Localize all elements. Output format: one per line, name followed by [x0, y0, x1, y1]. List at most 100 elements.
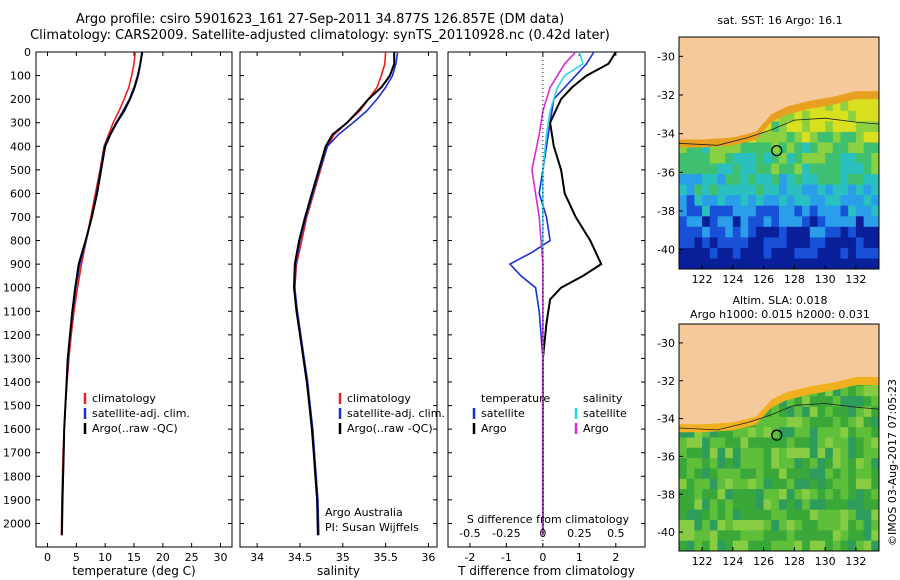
sla-map-cell	[725, 478, 734, 490]
sla-map-ytick-label: -30	[657, 337, 675, 350]
sla-map-cell	[832, 458, 842, 469]
sla-map-cell	[755, 540, 765, 551]
sla-map-cell	[809, 406, 819, 418]
sla-map-cell	[802, 499, 811, 511]
sst-map-cell	[809, 163, 819, 175]
temperature-legend-item-0: climatology	[92, 392, 156, 405]
sla-map-cell	[840, 406, 849, 418]
sst-map-cell	[679, 174, 688, 186]
sst-map-cell	[748, 247, 757, 259]
sla-map-cell	[855, 437, 865, 449]
temperature-ytick-label: 1300	[3, 352, 31, 365]
sla-map-cell	[702, 540, 711, 551]
sst-map-cell	[717, 258, 726, 269]
sst-map-cell	[702, 258, 711, 269]
sst-map-cell	[840, 110, 849, 122]
sst-map-cell	[779, 247, 788, 259]
sla-map-cell	[717, 530, 726, 542]
sst-map-cell	[779, 163, 788, 175]
sst-map-cell	[871, 131, 879, 143]
sla-map-cell	[763, 416, 772, 428]
sst-map-cell	[709, 174, 719, 186]
sst-map-cell	[809, 184, 819, 196]
sst-map-cell	[825, 110, 834, 122]
sst-map-cell	[809, 247, 819, 259]
sst-map-ytick-label: -32	[657, 89, 675, 102]
imos-stamp: ©IMOS 03-Aug-2017 07:05:23	[886, 379, 899, 546]
sla-map-cell	[817, 489, 826, 500]
sst-map-cell	[702, 216, 711, 228]
sla-map-cell	[802, 396, 811, 408]
sst-map-cell	[771, 184, 780, 196]
sst-map-xtick-label: 132	[845, 273, 866, 286]
sst-map-cell	[848, 174, 857, 186]
sst-map-cell	[832, 216, 842, 228]
sla-map-cell	[686, 520, 695, 531]
difference-x2tick-label: 0.25	[567, 527, 592, 540]
sst-map-cell	[763, 195, 772, 207]
sst-map-cell	[779, 174, 788, 186]
sla-map-cell	[748, 478, 757, 490]
sst-map-cell	[871, 153, 879, 165]
sla-map-cell	[802, 468, 811, 480]
sla-map-cell	[832, 406, 842, 418]
sst-map-cell	[709, 216, 719, 228]
sst-map-cell	[709, 205, 719, 217]
sst-map-cell	[863, 174, 872, 186]
sla-map-cell	[694, 468, 703, 480]
sla-map-cell	[817, 509, 826, 521]
sla-map-cell	[855, 540, 865, 551]
sla-map-cell	[725, 468, 734, 480]
sst-map-cell	[779, 195, 788, 207]
sst-map-cell	[825, 142, 834, 154]
sla-map-xtick-label: 122	[692, 555, 713, 568]
sla-map-cell	[725, 520, 734, 531]
sla-map-cell	[755, 509, 765, 521]
sst-map-cell	[809, 226, 819, 238]
sla-map-cell	[863, 458, 872, 469]
sla-map-cell	[771, 468, 780, 480]
sla-map-cell	[794, 447, 803, 459]
sla-map-cell	[694, 499, 703, 511]
sla-map-cell	[794, 406, 803, 418]
sst-map-cell	[848, 142, 857, 154]
sst-map-cell	[855, 205, 865, 217]
temperature-ytick-label: 700	[10, 211, 31, 224]
sla-map-cell	[740, 427, 749, 439]
sla-map-cell	[855, 520, 865, 531]
sla-map-cell	[794, 530, 803, 542]
salinity-xtick-label: 34	[250, 551, 264, 564]
sst-map-cell	[840, 247, 849, 259]
sla-map-cell	[809, 468, 819, 480]
sla-map-cell	[855, 509, 865, 521]
sla-map-cell	[786, 509, 795, 521]
sla-map-cell	[786, 540, 795, 551]
sla-map-cell	[686, 489, 695, 500]
sst-map-cell	[802, 163, 811, 175]
sst-map-cell	[840, 121, 849, 133]
sla-map-cell	[809, 427, 819, 439]
sla-map-cell	[732, 520, 742, 531]
sla-map-cell	[709, 530, 719, 542]
sla-map-cell	[771, 427, 780, 439]
sst-map-xtick-label: 124	[722, 273, 743, 286]
temperature-ytick-label: 600	[10, 187, 31, 200]
sst-map-cell	[763, 184, 772, 196]
sst-map-cell	[771, 247, 780, 259]
sst-map-cell	[855, 163, 865, 175]
sst-map-cell	[840, 195, 849, 207]
sla-map-cell	[817, 530, 826, 542]
sst-map-cell	[786, 195, 795, 207]
sla-map-cell	[817, 437, 826, 449]
sst-map-cell	[740, 216, 749, 228]
sst-map-cell	[871, 174, 879, 186]
sla-map-cell	[786, 427, 795, 439]
sst-map-cell	[794, 131, 803, 143]
sla-map-title: Altim. SLA: 0.018	[732, 294, 827, 307]
sst-map-cell	[779, 131, 788, 143]
sst-map-cell	[748, 184, 757, 196]
sst-map-cell	[809, 110, 819, 122]
sst-map-cell	[840, 131, 849, 143]
sst-map-cell	[702, 174, 711, 186]
sst-map-cell	[732, 258, 742, 269]
